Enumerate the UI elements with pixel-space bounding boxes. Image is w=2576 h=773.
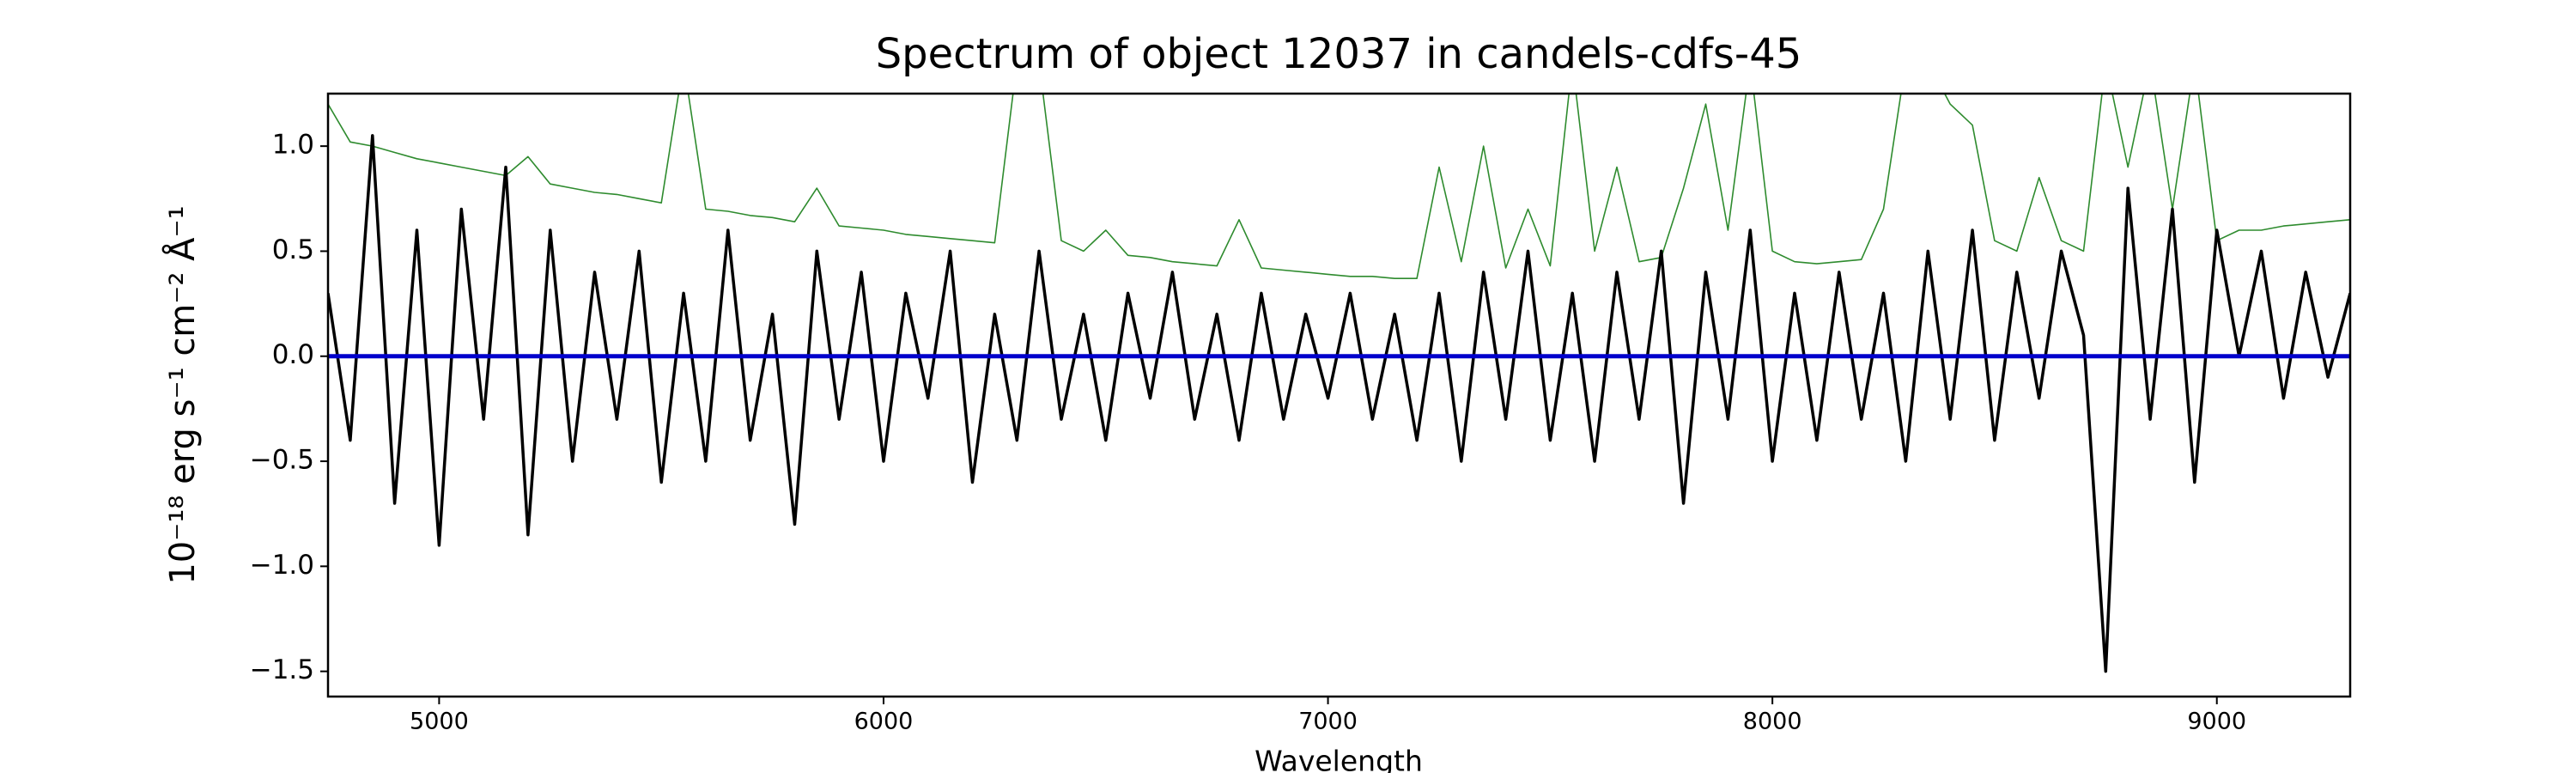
x-tick-label: 5000 bbox=[410, 709, 469, 735]
y-tick-label: 0.0 bbox=[272, 339, 314, 370]
x-tick-label: 6000 bbox=[854, 709, 914, 735]
plot-area bbox=[328, 94, 2350, 673]
y-tick-label: 1.0 bbox=[272, 130, 314, 161]
series-line bbox=[328, 94, 2350, 279]
x-tick-label: 9000 bbox=[2187, 709, 2246, 735]
x-tick-label: 8000 bbox=[1743, 709, 1802, 735]
y-tick-label: 0.5 bbox=[272, 234, 314, 265]
series-line bbox=[328, 134, 2350, 673]
chart-title: Spectrum of object 12037 in candels-cdfs… bbox=[876, 30, 1802, 78]
plot-frame bbox=[326, 92, 2352, 698]
y-tick-label: −1.5 bbox=[250, 654, 314, 685]
y-tick-label: −1.0 bbox=[250, 550, 314, 581]
x-tick-label: 7000 bbox=[1298, 709, 1358, 735]
x-axis-label: Wavelength bbox=[1255, 745, 1423, 773]
y-axis-label: 10⁻¹⁸ erg s⁻¹ cm⁻² Å⁻¹ bbox=[161, 205, 203, 584]
y-tick-label: −0.5 bbox=[250, 445, 314, 476]
